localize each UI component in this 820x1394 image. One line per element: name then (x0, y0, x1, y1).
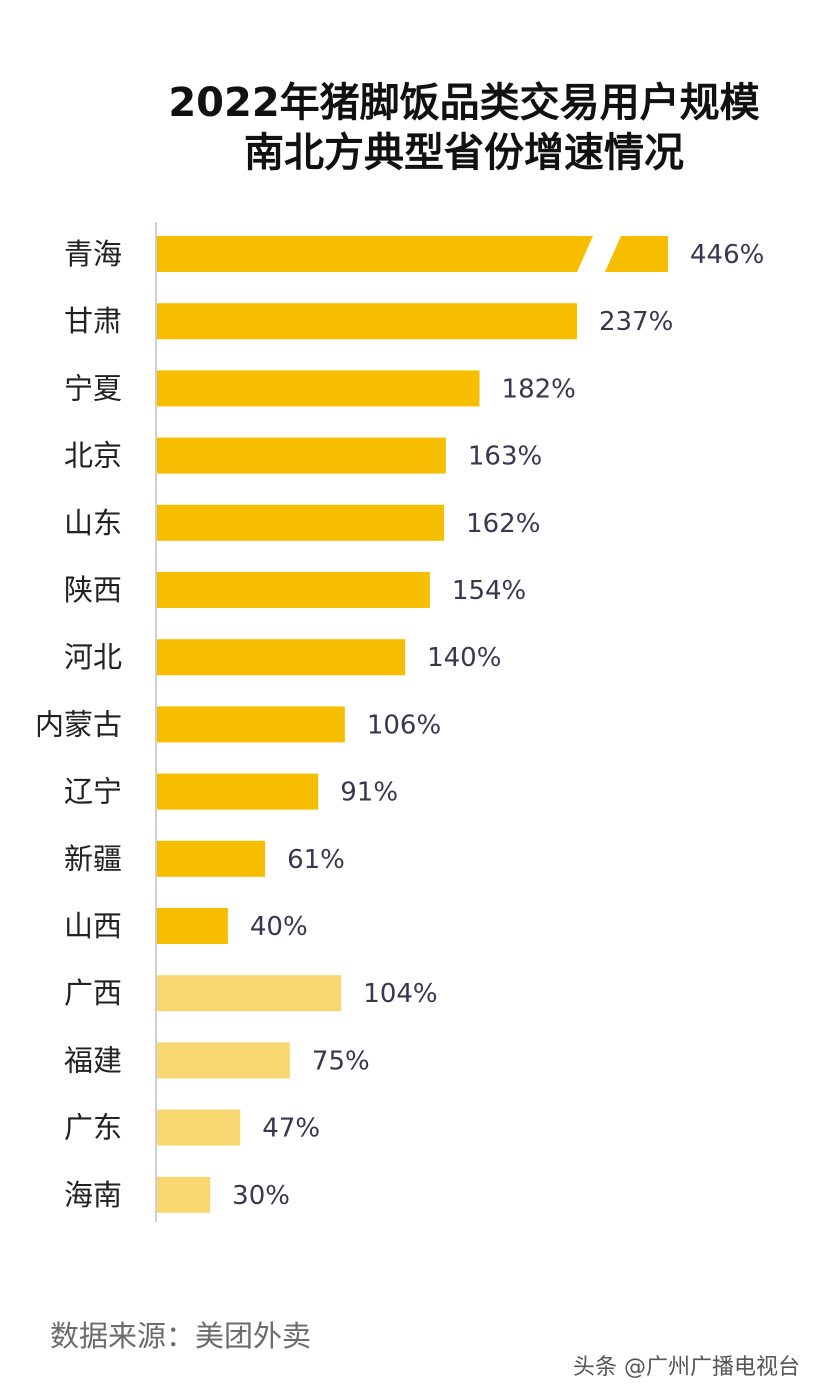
category-label: 北京 (64, 439, 122, 473)
data-label: 106% (367, 710, 441, 740)
bar (157, 572, 430, 608)
data-label: 104% (363, 979, 437, 1009)
watermark: 头条 @广州广播电视台 (573, 1355, 800, 1380)
bar (157, 1042, 290, 1079)
chart-title-line-1: 2022年猪脚饭品类交易用户规模 (168, 80, 759, 126)
bar (157, 908, 228, 944)
data-label: 47% (262, 1114, 320, 1144)
bar-segment-left (157, 236, 593, 272)
bar (157, 303, 577, 340)
chart-title-line-2: 南北方典型省份增速情况 (244, 130, 684, 176)
data-label: 140% (427, 643, 501, 673)
data-label: 446% (690, 240, 764, 270)
category-label: 山西 (64, 909, 122, 943)
category-label: 河北 (64, 640, 122, 674)
category-label: 山东 (64, 506, 122, 540)
data-label: 91% (340, 778, 398, 808)
bar (157, 437, 446, 474)
category-label: 宁夏 (64, 371, 122, 405)
bar (157, 975, 342, 1012)
bar (157, 840, 266, 877)
category-label: 青海 (64, 237, 122, 271)
bar (157, 773, 319, 810)
bar (157, 706, 345, 743)
data-label: 154% (452, 576, 526, 606)
data-label: 182% (502, 374, 576, 404)
category-label: 辽宁 (64, 775, 122, 809)
category-label: 福建 (64, 1043, 122, 1077)
bar-segment-right (605, 236, 668, 272)
data-label: 40% (250, 912, 308, 942)
category-label: 广东 (64, 1111, 122, 1145)
data-label: 61% (287, 845, 345, 875)
source-note: 数据来源：美团外卖 (50, 1319, 311, 1353)
data-label: 237% (599, 307, 673, 337)
category-label: 内蒙古 (35, 707, 122, 741)
bar (157, 504, 445, 541)
data-label: 75% (312, 1046, 370, 1076)
category-label: 甘肃 (64, 304, 122, 338)
category-label: 陕西 (64, 573, 122, 607)
bar (157, 1176, 211, 1213)
data-label: 30% (232, 1181, 290, 1211)
category-label: 海南 (64, 1178, 122, 1212)
bar (157, 1109, 241, 1146)
data-label: 163% (468, 442, 542, 472)
data-label: 162% (466, 509, 540, 539)
bar (157, 639, 406, 676)
category-label: 新疆 (64, 842, 122, 876)
bar (157, 370, 480, 407)
category-label: 广西 (64, 976, 122, 1010)
bars-group: 青海 446% 甘肃 237% 宁夏 182% 北京 163% 山东 162% 陕西 154% 河北 14… (35, 236, 764, 1213)
